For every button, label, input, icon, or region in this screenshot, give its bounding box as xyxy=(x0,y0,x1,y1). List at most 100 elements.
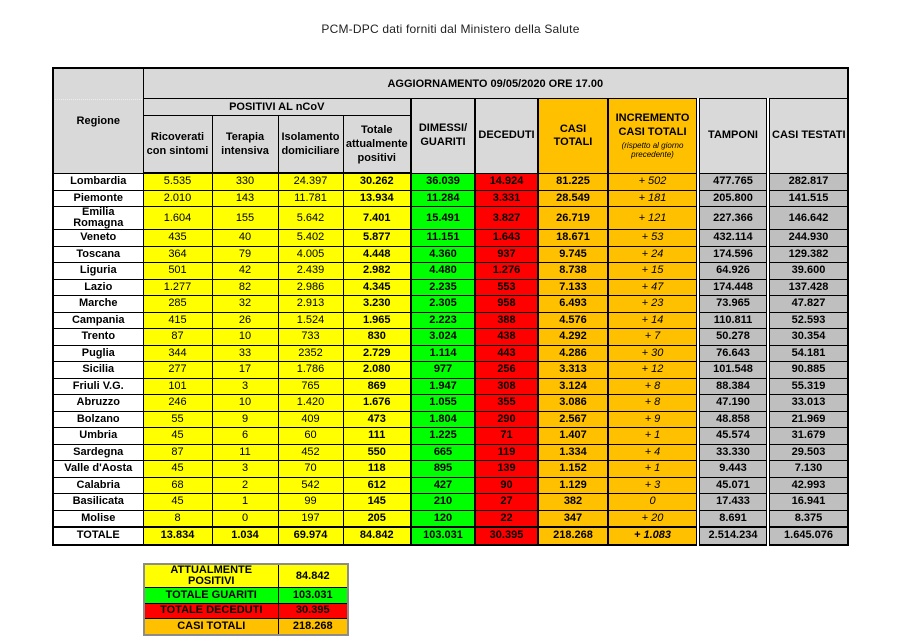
cell-terapia-intensiva: 1 xyxy=(211,493,279,511)
cell-ricoverati: 101 xyxy=(142,377,213,395)
cell-terapia-intensiva: 143 xyxy=(211,189,279,207)
cell-casi-totali: 28.549 xyxy=(537,189,609,207)
incremento-label: INCREMENTO CASI TOTALI xyxy=(615,112,690,138)
cell-terapia-intensiva: 6 xyxy=(211,427,279,445)
cell-incremento: + 181 xyxy=(607,189,699,207)
cell-tamponi: 64.926 xyxy=(696,262,769,280)
cell-deceduti: 308 xyxy=(474,377,539,395)
cell-casi-totali: 26.719 xyxy=(537,206,609,230)
cell-terapia-intensiva: 33 xyxy=(211,344,279,362)
cell-casi-totali: 81.225 xyxy=(537,172,609,191)
cell-casi-totali: 347 xyxy=(537,509,609,528)
cell-dimessi-guariti: 1.804 xyxy=(410,410,476,428)
cell-dimessi-guariti: 1.225 xyxy=(410,427,476,445)
cell-deceduti: 119 xyxy=(474,443,539,461)
cell-ricoverati: 1.604 xyxy=(142,206,213,230)
cell-casi-testati: 146.642 xyxy=(765,206,849,230)
table-row: Sicilia 277 17 1.786 2.080 977 256 3.313 + 12 101… xyxy=(52,361,849,379)
table-row: Piemonte 2.010 143 11.781 13.934 11.284 3.331 2… xyxy=(52,189,849,207)
cell-casi-totali: 9.745 xyxy=(537,245,609,263)
cell-deceduti: 1.643 xyxy=(474,229,539,247)
cell-deceduti: 958 xyxy=(474,295,539,313)
cell-isolamento: 70 xyxy=(277,460,344,478)
cell-isolamento: 69.974 xyxy=(277,526,344,545)
cell-isolamento: 1.786 xyxy=(277,361,344,379)
cell-deceduti: 139 xyxy=(474,460,539,478)
summary-legend-table: ATTUALMENTE POSITIVI 84.842 TOTALE GUARITI… xyxy=(143,563,349,636)
col-header-tamponi: TAMPONI xyxy=(696,98,769,174)
cell-dimessi-guariti: 3.024 xyxy=(410,328,476,346)
cell-regione: Umbria xyxy=(52,427,144,445)
cell-totale-positivi: 1.676 xyxy=(342,394,412,412)
cell-isolamento: 2.439 xyxy=(277,262,344,280)
cell-casi-totali: 1.129 xyxy=(537,476,609,494)
cell-casi-totali: 18.671 xyxy=(537,229,609,247)
cell-casi-testati: 90.885 xyxy=(765,361,849,379)
cell-regione: Friuli V.G. xyxy=(52,377,144,395)
cell-dimessi-guariti: 210 xyxy=(410,493,476,511)
cell-isolamento: 1.524 xyxy=(277,311,344,329)
table-row: Lombardia 5.535 330 24.397 30.262 36.039 14.92… xyxy=(52,172,849,191)
cell-casi-totali: 1.334 xyxy=(537,443,609,461)
cell-totale-positivi: 3.230 xyxy=(342,295,412,313)
col-header-casi-totali: CASI TOTALI xyxy=(537,98,609,174)
cell-totale-positivi: 111 xyxy=(342,427,412,445)
cell-casi-testati: 8.375 xyxy=(765,509,849,528)
cell-isolamento: 11.781 xyxy=(277,189,344,207)
cell-deceduti: 256 xyxy=(474,361,539,379)
cell-tamponi: 174.596 xyxy=(696,245,769,263)
cell-isolamento: 2.913 xyxy=(277,295,344,313)
legend-label: ATTUALMENTE POSITIVI xyxy=(143,563,279,588)
cell-deceduti: 388 xyxy=(474,311,539,329)
col-header-deceduti: DECEDUTI xyxy=(474,98,539,174)
table-row: Veneto 435 40 5.402 5.877 11.151 1.643 18.671 + … xyxy=(52,229,849,247)
cell-incremento: + 20 xyxy=(607,509,699,528)
table-row: Abruzzo 246 10 1.420 1.676 1.055 355 3.086 + 8 47… xyxy=(52,394,849,412)
cell-deceduti: 71 xyxy=(474,427,539,445)
cell-totale-positivi: 1.965 xyxy=(342,311,412,329)
cell-incremento: 0 xyxy=(607,493,699,511)
cell-ricoverati: 246 xyxy=(142,394,213,412)
cell-casi-totali: 218.268 xyxy=(537,526,609,545)
col-header-casi-testati: CASI TESTATI xyxy=(765,98,849,174)
cell-ricoverati: 2.010 xyxy=(142,189,213,207)
cell-deceduti: 90 xyxy=(474,476,539,494)
cell-casi-testati: 21.969 xyxy=(765,410,849,428)
cell-terapia-intensiva: 3 xyxy=(211,377,279,395)
table-row: Puglia 344 33 2352 2.729 1.114 443 4.286 + 30 76.… xyxy=(52,344,849,362)
cell-regione: Lazio xyxy=(52,278,144,296)
cell-tamponi: 17.433 xyxy=(696,493,769,511)
table-row: Molise 8 0 197 205 120 22 347 + 20 8.691 8.375 xyxy=(52,509,849,528)
cell-casi-totali: 3.086 xyxy=(537,394,609,412)
legend-value: 218.268 xyxy=(277,618,349,635)
cell-dimessi-guariti: 895 xyxy=(410,460,476,478)
cell-deceduti: 438 xyxy=(474,328,539,346)
cell-casi-testati: 29.503 xyxy=(765,443,849,461)
cell-incremento: + 14 xyxy=(607,311,699,329)
table-row: Lazio 1.277 82 2.986 4.345 2.235 553 7.133 + 47 1… xyxy=(52,278,849,296)
cell-totale-positivi: 2.982 xyxy=(342,262,412,280)
cell-terapia-intensiva: 42 xyxy=(211,262,279,280)
legend-row: TOTALE GUARITI 103.031 xyxy=(143,587,349,604)
cell-regione: Sicilia xyxy=(52,361,144,379)
cell-totale-positivi: 4.345 xyxy=(342,278,412,296)
cell-incremento: + 15 xyxy=(607,262,699,280)
cell-regione: Campania xyxy=(52,311,144,329)
cell-incremento: + 1.083 xyxy=(607,526,699,545)
cell-dimessi-guariti: 4.360 xyxy=(410,245,476,263)
cell-regione: Basilicata xyxy=(52,493,144,511)
cell-regione: Trento xyxy=(52,328,144,346)
cell-incremento: + 502 xyxy=(607,172,699,191)
cell-terapia-intensiva: 330 xyxy=(211,172,279,191)
cell-dimessi-guariti: 977 xyxy=(410,361,476,379)
cell-casi-testati: 52.593 xyxy=(765,311,849,329)
cell-deceduti: 30.395 xyxy=(474,526,539,545)
cell-casi-testati: 47.827 xyxy=(765,295,849,313)
cell-terapia-intensiva: 155 xyxy=(211,206,279,230)
table-row: Valle d'Aosta 45 3 70 118 895 139 1.152 + 1 9.443… xyxy=(52,460,849,478)
cell-tamponi: 73.965 xyxy=(696,295,769,313)
cell-ricoverati: 435 xyxy=(142,229,213,247)
cell-casi-testati: 282.817 xyxy=(765,172,849,191)
cell-casi-totali: 382 xyxy=(537,493,609,511)
cell-regione: Calabria xyxy=(52,476,144,494)
